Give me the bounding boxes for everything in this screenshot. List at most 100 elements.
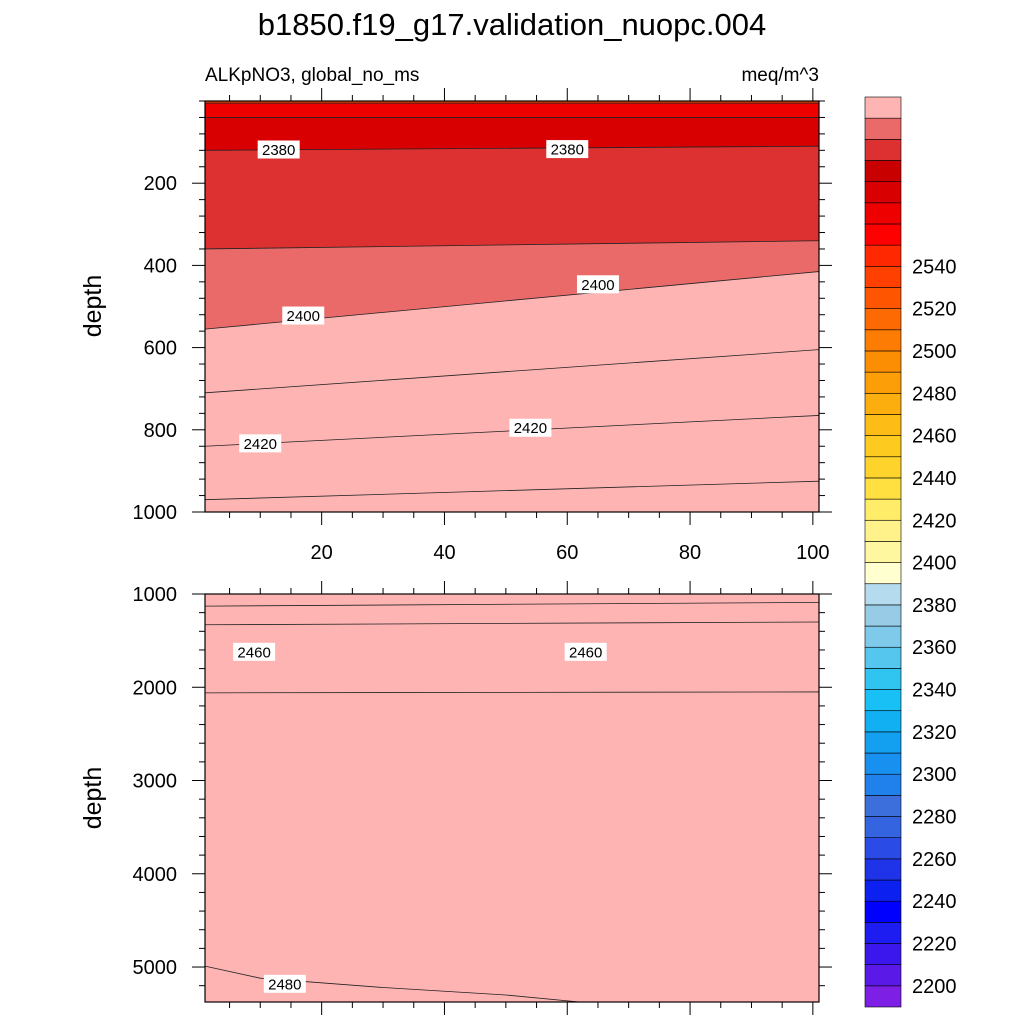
contour-label: 2460 bbox=[564, 642, 607, 661]
colorbar-label: 2220 bbox=[912, 934, 957, 956]
y-tick-label: 3000 bbox=[133, 771, 178, 793]
lower-y-axis-label: depth bbox=[79, 767, 107, 830]
contour-line bbox=[205, 621, 819, 626]
colorbar-label: 2340 bbox=[912, 680, 957, 702]
upper-panel: 2380 2380 2400 2400 2420 2420 200 400 600 800 1000… bbox=[133, 88, 832, 564]
svg-text:2380: 2380 bbox=[551, 142, 584, 159]
variable-label: ALKpNO3, global_no_ms bbox=[205, 65, 419, 86]
colorbar-label: 2420 bbox=[912, 510, 957, 532]
contour-band bbox=[205, 271, 819, 393]
contour-label: 2480 bbox=[263, 974, 306, 993]
colorbar-label: 2260 bbox=[912, 849, 957, 871]
colorbar-label: 2460 bbox=[912, 426, 957, 448]
colorbar-box bbox=[864, 371, 902, 394]
colorbar-box bbox=[864, 858, 902, 881]
colorbar-label: 2280 bbox=[912, 807, 957, 829]
contour-band bbox=[205, 349, 819, 447]
contour-line bbox=[205, 601, 819, 607]
colorbar-label: 2240 bbox=[912, 891, 957, 913]
colorbar-box bbox=[864, 160, 902, 182]
svg-text:2380: 2380 bbox=[262, 142, 295, 159]
colorbar-label: 2480 bbox=[912, 383, 957, 405]
colorbar-label: 2500 bbox=[912, 341, 957, 363]
contour-label: 2400 bbox=[282, 306, 325, 325]
plot-frame bbox=[204, 100, 820, 513]
svg-text:2400: 2400 bbox=[287, 308, 320, 325]
colorbar-box bbox=[864, 668, 902, 690]
units-label: meq/m^3 bbox=[741, 65, 819, 86]
svg-text:2480: 2480 bbox=[268, 976, 301, 993]
chart-title: b1850.f19_g17.validation_nuopc.004 bbox=[258, 7, 767, 42]
colorbar-box bbox=[864, 816, 902, 838]
y-tick-label: 200 bbox=[144, 173, 177, 195]
colorbar-label: 2440 bbox=[912, 468, 957, 490]
svg-text:2460: 2460 bbox=[237, 644, 270, 661]
colorbar-box bbox=[864, 117, 902, 140]
y-tick-label: 1000 bbox=[133, 502, 178, 524]
contour-label: 2460 bbox=[233, 642, 276, 661]
x-tick-label: 60 bbox=[556, 542, 578, 564]
colorbar-box bbox=[864, 922, 902, 944]
contour-band bbox=[205, 240, 819, 330]
colorbar-box bbox=[864, 625, 902, 648]
svg-text:2400: 2400 bbox=[581, 277, 614, 294]
contour-line bbox=[205, 691, 819, 694]
contour-band bbox=[205, 622, 819, 693]
y-tick-label: 800 bbox=[144, 420, 177, 442]
colorbar-box bbox=[864, 541, 902, 563]
colorbar-label: 2320 bbox=[912, 722, 957, 744]
colorbar-box bbox=[864, 477, 902, 500]
colorbar-box bbox=[864, 139, 902, 161]
colorbar-box bbox=[864, 498, 902, 521]
contour-band bbox=[205, 965, 580, 1002]
contour-label: 2380 bbox=[546, 140, 589, 159]
colorbar-box bbox=[864, 223, 902, 246]
colorbar-box bbox=[864, 456, 902, 479]
colorbar-label: 2520 bbox=[912, 299, 957, 321]
colorbar-box bbox=[864, 392, 902, 415]
colorbar-label: 2360 bbox=[912, 637, 957, 659]
y-tick-label: 600 bbox=[144, 338, 177, 360]
colorbar: 2200 2220 2240 2260 2280 2300 2320 2340 2360 2380… bbox=[864, 96, 957, 1008]
colorbar-label: 2400 bbox=[912, 553, 957, 575]
colorbar-box bbox=[864, 731, 902, 754]
y-tick-label: 2000 bbox=[133, 677, 178, 699]
colorbar-box bbox=[864, 773, 902, 796]
colorbar-box bbox=[864, 414, 902, 436]
colorbar-box bbox=[864, 519, 902, 542]
colorbar-box bbox=[864, 604, 902, 627]
colorbar-box bbox=[864, 287, 902, 309]
contour-band bbox=[205, 602, 819, 625]
colorbar-box bbox=[864, 752, 902, 775]
y-tick-label: 4000 bbox=[133, 864, 178, 886]
colorbar-box bbox=[864, 202, 902, 225]
contour-label: 2400 bbox=[576, 275, 619, 294]
colorbar-box bbox=[864, 350, 902, 373]
svg-text:2420: 2420 bbox=[244, 436, 277, 453]
y-tick-label: 400 bbox=[144, 255, 177, 277]
colorbar-box bbox=[864, 244, 902, 267]
x-tick-label: 40 bbox=[433, 542, 455, 564]
contour-label: 2420 bbox=[239, 434, 282, 453]
colorbar-box bbox=[864, 689, 902, 712]
colorbar-box bbox=[864, 710, 902, 733]
contour-line bbox=[205, 145, 819, 151]
colorbar-label: 2200 bbox=[912, 976, 957, 998]
contour-band bbox=[205, 415, 819, 500]
upper-y-axis-label: depth bbox=[79, 275, 107, 338]
colorbar-box bbox=[864, 181, 902, 204]
colorbar-box bbox=[864, 329, 902, 352]
contour-label: 2420 bbox=[509, 418, 552, 437]
colorbar-box bbox=[864, 900, 902, 923]
colorbar-box bbox=[864, 964, 902, 987]
contour-band bbox=[205, 117, 819, 151]
colorbar-box bbox=[864, 562, 902, 585]
colorbar-box bbox=[864, 879, 902, 902]
colorbar-box bbox=[864, 837, 902, 860]
colorbar-box bbox=[864, 943, 902, 965]
svg-text:2420: 2420 bbox=[514, 420, 547, 437]
contour-label: 2380 bbox=[257, 140, 300, 159]
colorbar-label: 2540 bbox=[912, 256, 957, 278]
plot-frame bbox=[204, 593, 820, 1003]
contour-band bbox=[205, 146, 819, 249]
